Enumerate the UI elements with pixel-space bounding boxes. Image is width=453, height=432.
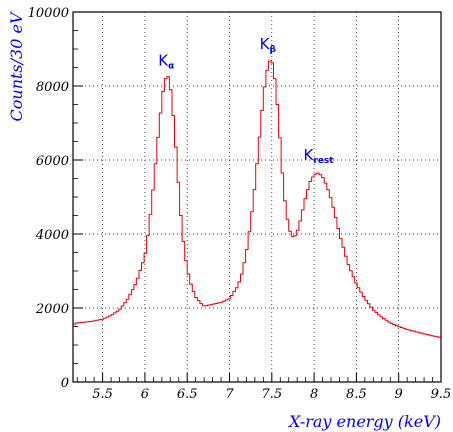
series-layer <box>72 60 441 382</box>
x-axis-label: X-ray energy (keV) <box>287 412 441 431</box>
peak-label-main: K <box>304 146 315 164</box>
peak-label-subscript: β <box>269 45 276 55</box>
x-tick-label: 9.5 <box>431 387 452 402</box>
peak-label-main: K <box>260 35 271 53</box>
y-tick-label: 8000 <box>36 80 69 95</box>
ticks: 5.5 6 6.5 7 7.5 8 8.5 9 9.5 0 2000 4000 6000 8000 1000… <box>28 6 452 402</box>
grid <box>73 12 441 382</box>
x-tick-label: 6.5 <box>177 387 198 402</box>
peak-label: Krest <box>304 146 335 166</box>
plot-frame <box>72 11 442 383</box>
peak-label: Kβ <box>260 35 277 55</box>
peak-label: Kα <box>158 52 174 72</box>
x-tick-label: 7.5 <box>261 387 282 402</box>
x-tick-label: 6 <box>141 387 149 402</box>
y-tick-label: 4000 <box>35 228 69 243</box>
x-tick-label: 8 <box>310 387 318 402</box>
x-tick-label: 7 <box>225 387 234 402</box>
y-tick-label: 2000 <box>35 302 69 317</box>
y-tick-label: 0 <box>61 376 69 391</box>
y-tick-label: 6000 <box>36 154 69 169</box>
x-tick-label: 9 <box>395 387 403 402</box>
histogram-line <box>72 60 441 382</box>
peak-label-main: K <box>158 52 169 70</box>
y-axis-label: Counts/30 eV <box>7 11 26 121</box>
peak-label-subscript: rest <box>313 156 334 166</box>
peak-label-subscript: α <box>168 62 174 72</box>
x-tick-label: 5.5 <box>92 387 113 402</box>
y-tick-label: 10000 <box>28 6 69 21</box>
x-tick-label: 8.5 <box>346 387 367 402</box>
